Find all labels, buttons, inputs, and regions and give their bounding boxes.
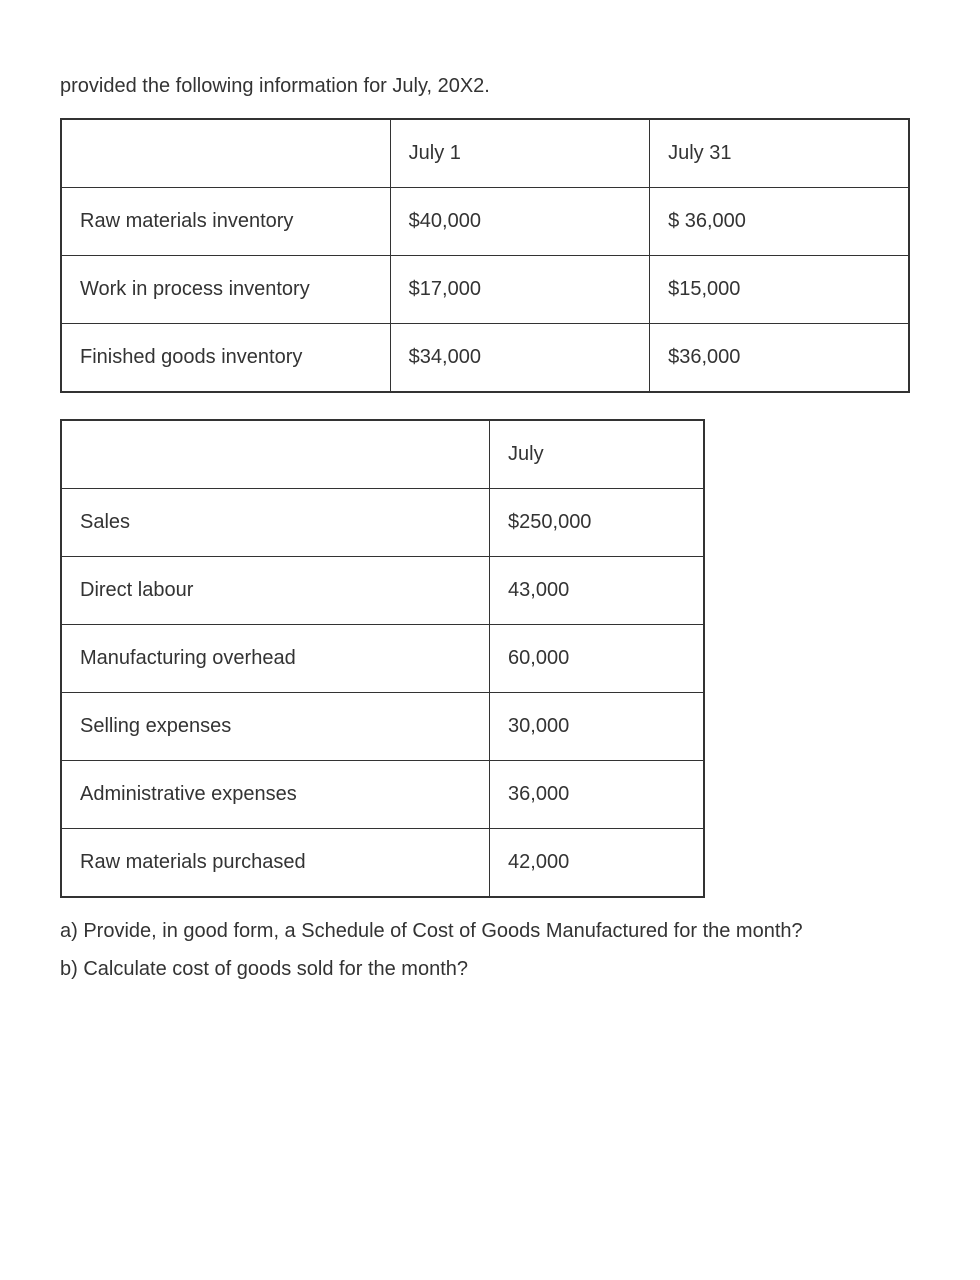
table-cell: $15,000	[650, 256, 909, 324]
table-cell: $36,000	[650, 324, 909, 393]
table-row: Manufacturing overhead 60,000	[61, 625, 704, 693]
table-cell: Raw materials inventory	[61, 188, 390, 256]
table-cell: Selling expenses	[61, 693, 490, 761]
table-cell: $40,000	[390, 188, 649, 256]
question-b: b) Calculate cost of goods sold for the …	[60, 950, 920, 988]
table-row: July 1 July 31	[61, 119, 909, 188]
table-cell: 30,000	[490, 693, 704, 761]
table-cell: Direct labour	[61, 557, 490, 625]
table-row: Finished goods inventory $34,000 $36,000	[61, 324, 909, 393]
table-cell: 43,000	[490, 557, 704, 625]
table-cell: 36,000	[490, 761, 704, 829]
intro-text: provided the following information for J…	[60, 70, 920, 102]
table-cell: $ 36,000	[650, 188, 909, 256]
table-row: Raw materials purchased 42,000	[61, 829, 704, 898]
table-row: Direct labour 43,000	[61, 557, 704, 625]
table-cell: Work in process inventory	[61, 256, 390, 324]
table-row: Administrative expenses 36,000	[61, 761, 704, 829]
table-cell: $17,000	[390, 256, 649, 324]
table-cell: Raw materials purchased	[61, 829, 490, 898]
table-row: Selling expenses 30,000	[61, 693, 704, 761]
table-cell: $34,000	[390, 324, 649, 393]
question-a: a) Provide, in good form, a Schedule of …	[60, 912, 920, 950]
table-row: Raw materials inventory $40,000 $ 36,000	[61, 188, 909, 256]
table-header-july: July	[490, 420, 704, 489]
table-row: Work in process inventory $17,000 $15,00…	[61, 256, 909, 324]
table-cell: $250,000	[490, 489, 704, 557]
table-header-empty	[61, 420, 490, 489]
table-row: July	[61, 420, 704, 489]
table-cell: 60,000	[490, 625, 704, 693]
table-row: Sales $250,000	[61, 489, 704, 557]
table-cell: Manufacturing overhead	[61, 625, 490, 693]
table-header-july31: July 31	[650, 119, 909, 188]
table-cell: 42,000	[490, 829, 704, 898]
table-cell: Administrative expenses	[61, 761, 490, 829]
questions-block: a) Provide, in good form, a Schedule of …	[60, 912, 920, 988]
table-header-empty	[61, 119, 390, 188]
table-cell: Sales	[61, 489, 490, 557]
inventory-table: July 1 July 31 Raw materials inventory $…	[60, 118, 910, 393]
table-cell: Finished goods inventory	[61, 324, 390, 393]
july-data-table: July Sales $250,000 Direct labour 43,000…	[60, 419, 705, 898]
table-header-july1: July 1	[390, 119, 649, 188]
